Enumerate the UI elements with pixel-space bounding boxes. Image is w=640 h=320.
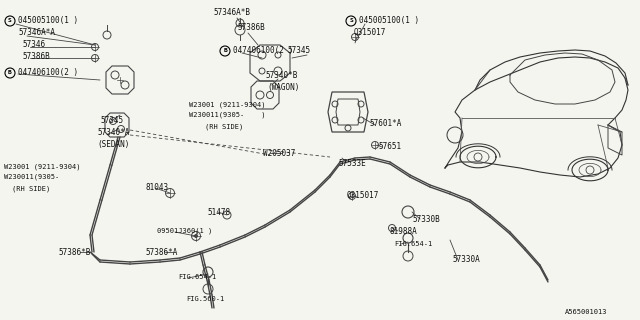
Text: 045005100(1 ): 045005100(1 ) [18, 16, 78, 25]
Text: W23001 (9211-9304): W23001 (9211-9304) [4, 163, 81, 170]
Text: FIG.654-1: FIG.654-1 [178, 274, 216, 280]
Text: 81988A: 81988A [390, 227, 418, 236]
Text: 57346: 57346 [22, 40, 45, 49]
Text: 57346A*A: 57346A*A [18, 28, 55, 37]
Text: 57533E: 57533E [338, 159, 365, 168]
Text: 57651: 57651 [378, 142, 401, 151]
Text: W205037: W205037 [263, 149, 296, 158]
Text: 57386B: 57386B [22, 52, 50, 61]
Text: 047406100(2 ): 047406100(2 ) [18, 68, 78, 77]
Text: A565001013: A565001013 [565, 309, 607, 315]
Text: 57386*A: 57386*A [145, 248, 177, 257]
Text: FIG.654-1: FIG.654-1 [394, 241, 432, 247]
Text: S: S [8, 19, 12, 23]
Text: Q315017: Q315017 [347, 191, 380, 200]
Circle shape [194, 234, 198, 238]
Text: 51478: 51478 [207, 208, 230, 217]
Text: Q315017: Q315017 [354, 28, 387, 37]
Text: 81043: 81043 [145, 183, 168, 192]
Text: W23001 (9211-9304): W23001 (9211-9304) [189, 101, 266, 108]
Text: 57386*B: 57386*B [58, 248, 90, 257]
Text: (WAGON): (WAGON) [267, 83, 300, 92]
Text: S: S [349, 19, 353, 23]
Text: (RH SIDE): (RH SIDE) [12, 185, 51, 191]
Text: 57601*A: 57601*A [369, 119, 401, 128]
Text: B: B [8, 70, 12, 76]
Text: B: B [223, 49, 227, 53]
Text: 57345: 57345 [100, 116, 123, 125]
Text: W230011(9305-: W230011(9305- [4, 174, 60, 180]
Text: 09501J360(1 ): 09501J360(1 ) [157, 228, 212, 235]
Text: 57386B: 57386B [237, 23, 265, 32]
Text: 57346A*B: 57346A*B [213, 8, 250, 17]
Text: 045005100(1 ): 045005100(1 ) [359, 16, 419, 25]
Text: FIG.560-1: FIG.560-1 [186, 296, 224, 302]
Text: (RH SIDE): (RH SIDE) [205, 123, 243, 130]
Text: 57330A: 57330A [452, 255, 480, 264]
Text: 047406100(2 ): 047406100(2 ) [233, 46, 293, 55]
Text: 57345: 57345 [287, 46, 310, 55]
Text: (SEDAN): (SEDAN) [97, 140, 129, 149]
Text: 57340*A: 57340*A [97, 128, 129, 137]
Text: 57330B: 57330B [412, 215, 440, 224]
Text: W230011(9305-    ): W230011(9305- ) [189, 112, 266, 118]
Text: 57340*B: 57340*B [265, 71, 298, 80]
